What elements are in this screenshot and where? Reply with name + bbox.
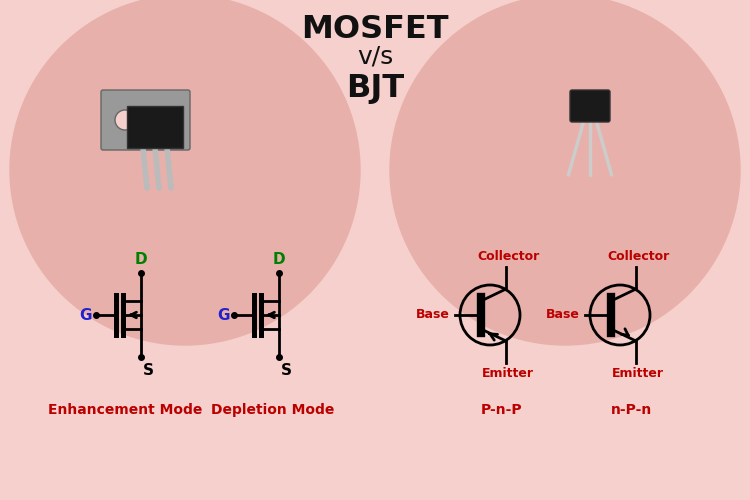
Circle shape [10, 0, 360, 345]
Text: G: G [217, 308, 230, 322]
FancyBboxPatch shape [101, 90, 190, 150]
Text: S: S [143, 363, 154, 378]
FancyBboxPatch shape [570, 90, 610, 122]
Text: P-n-P: P-n-P [482, 403, 523, 417]
Text: G: G [80, 308, 92, 322]
Text: v/s: v/s [357, 45, 393, 69]
Text: Depletion Mode: Depletion Mode [211, 403, 334, 417]
FancyBboxPatch shape [127, 106, 183, 148]
Text: Base: Base [416, 308, 450, 320]
Text: BJT: BJT [346, 72, 404, 104]
Text: D: D [135, 252, 147, 267]
Text: n-P-n: n-P-n [611, 403, 652, 417]
Text: MOSFET: MOSFET [302, 14, 448, 46]
Text: Collector: Collector [607, 250, 669, 263]
Circle shape [115, 110, 135, 130]
Text: Base: Base [546, 308, 580, 320]
Text: Collector: Collector [477, 250, 539, 263]
Text: Emitter: Emitter [612, 367, 664, 380]
Text: Enhancement Mode: Enhancement Mode [48, 403, 202, 417]
Text: Emitter: Emitter [482, 367, 534, 380]
Circle shape [390, 0, 740, 345]
Text: S: S [281, 363, 292, 378]
Text: D: D [273, 252, 285, 267]
